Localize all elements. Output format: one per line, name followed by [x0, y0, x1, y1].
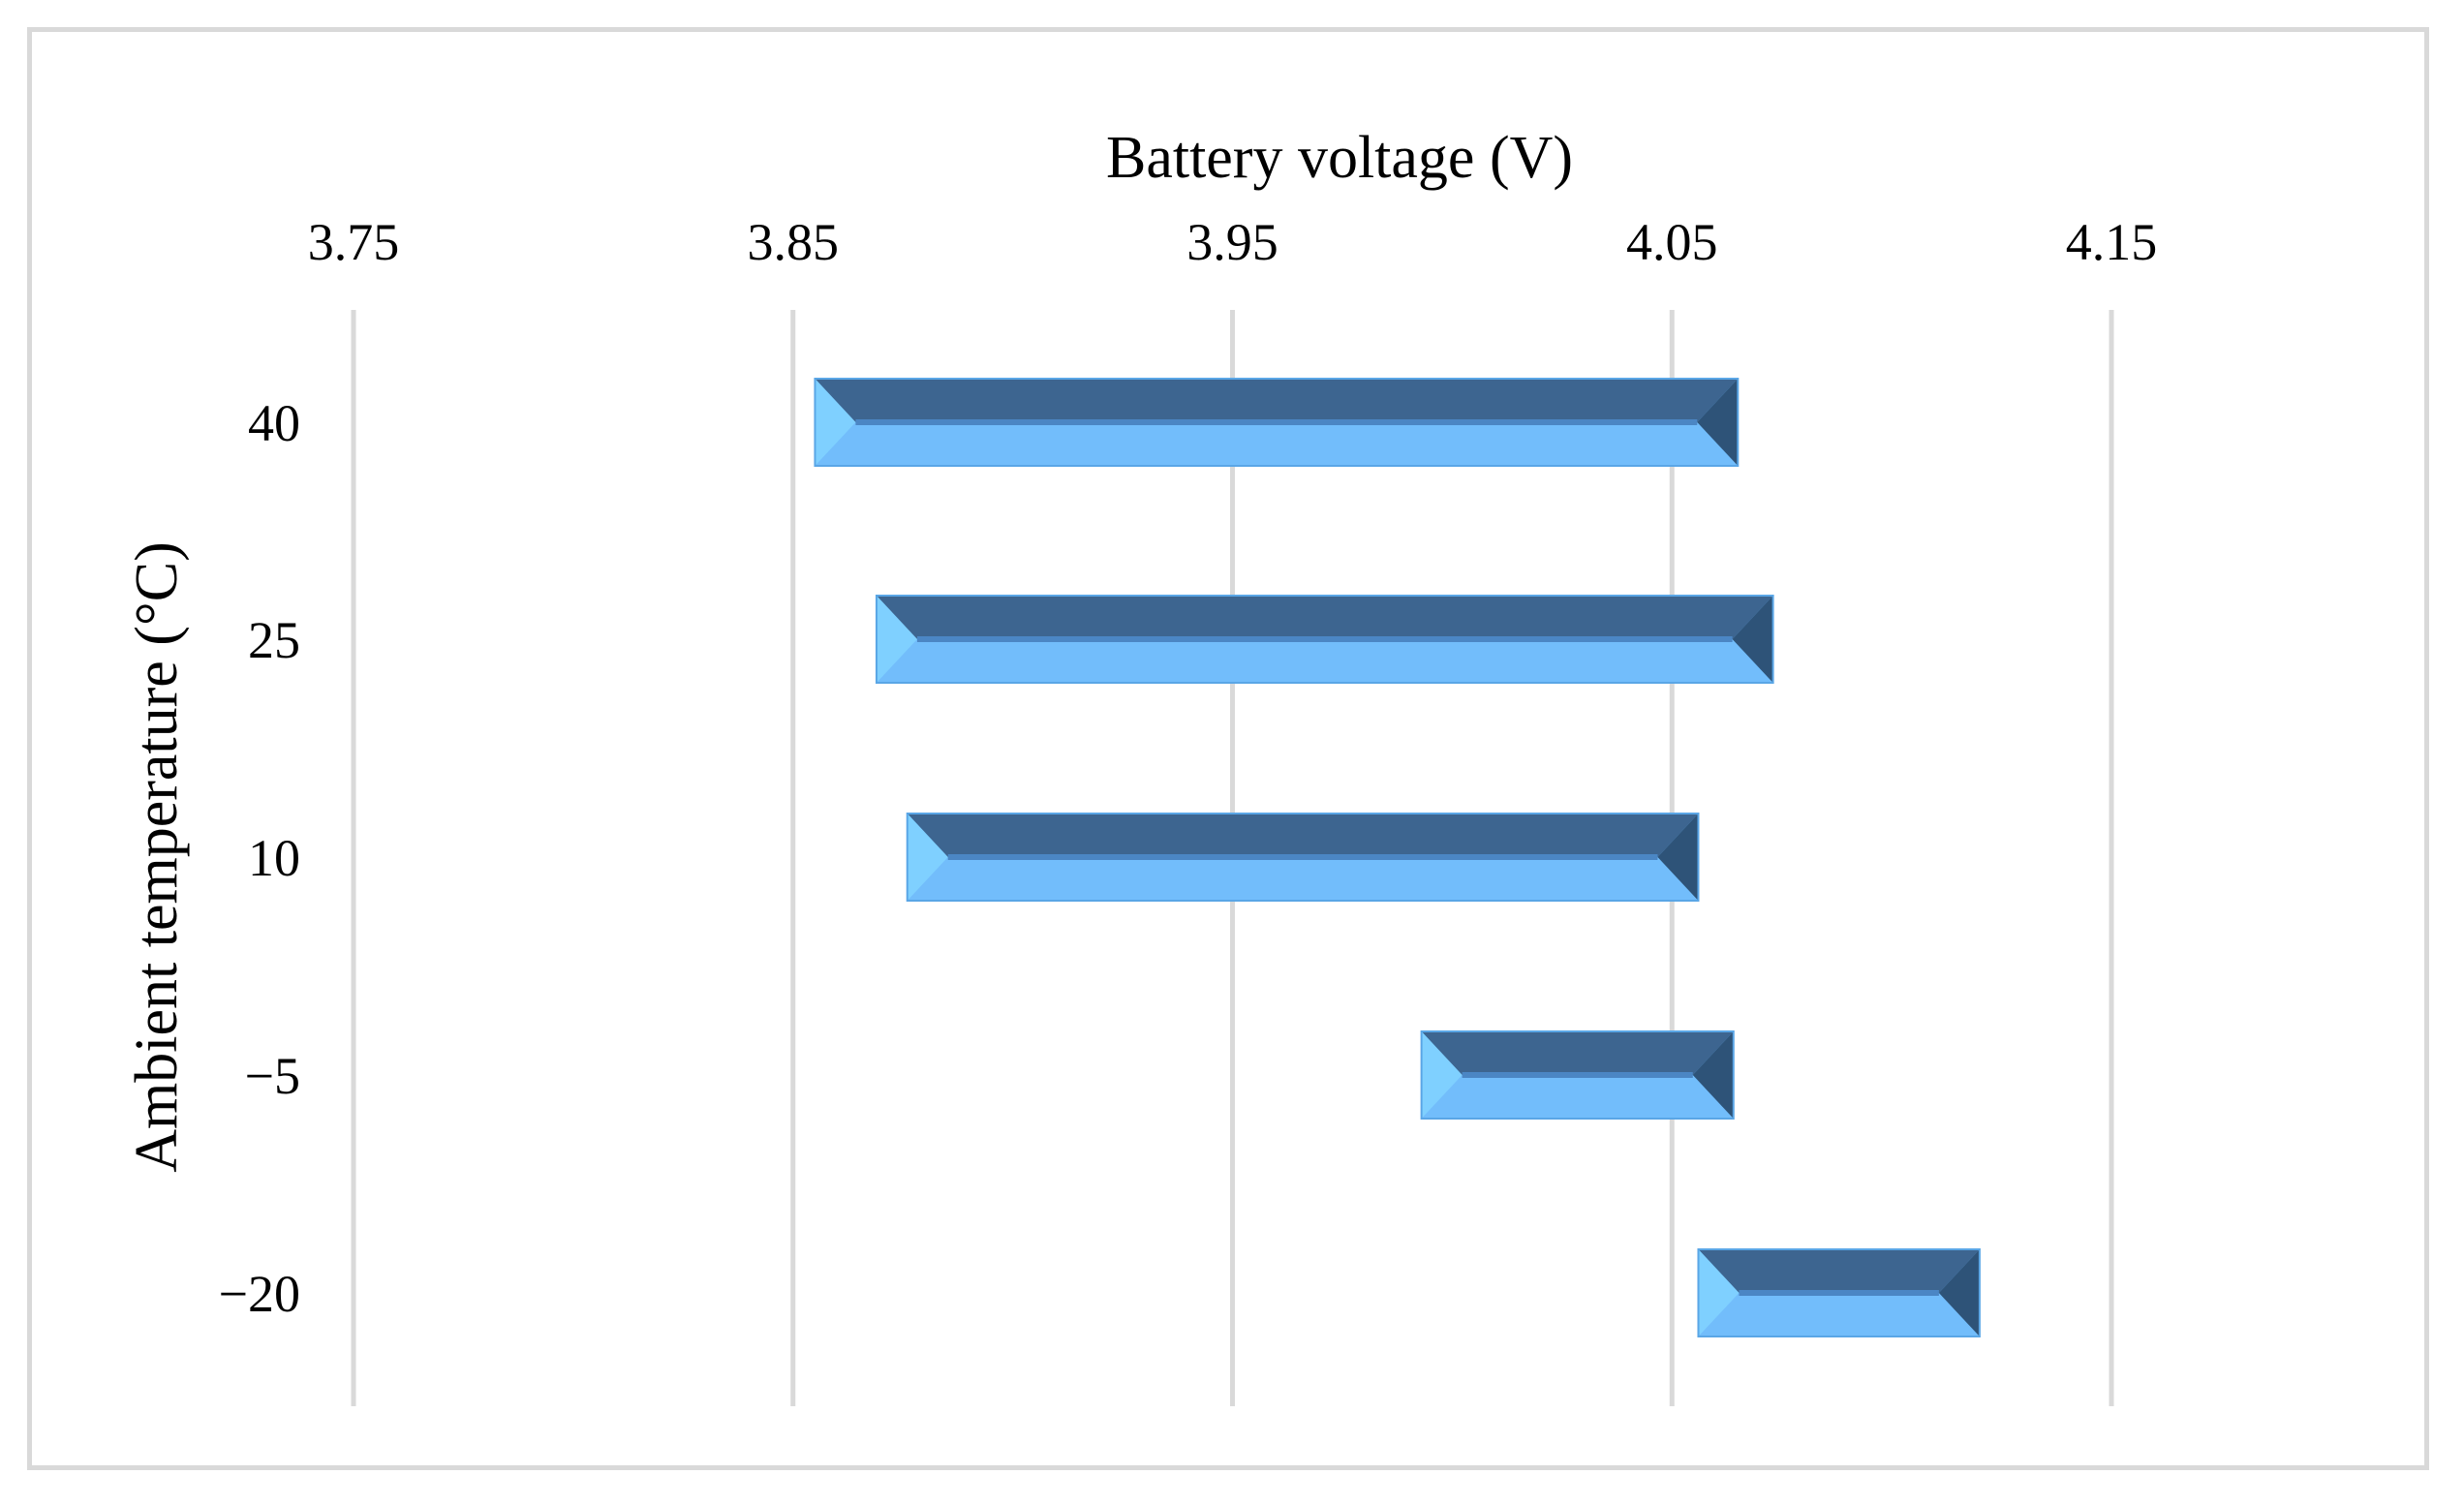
- x-tick-label-1: 3.85: [748, 213, 840, 271]
- x-tick-label-0: 3.75: [308, 213, 400, 271]
- y-tick-label-4: −20: [219, 1265, 300, 1323]
- x-axis-title: Battery voltage (V): [1106, 125, 1573, 191]
- chart-frame: [27, 27, 2429, 1470]
- bar-1: [875, 595, 1774, 684]
- y-tick-label-2: 10: [248, 829, 300, 887]
- bar-2: [906, 813, 1700, 902]
- x-tick-label-2: 3.95: [1186, 213, 1278, 271]
- y-tick-label-3: −5: [245, 1047, 300, 1105]
- x-tick-labels: 3.75 3.85 3.95 4.05 4.15: [308, 213, 2158, 271]
- y-tick-label-0: 40: [248, 394, 300, 452]
- bar-0: [814, 378, 1740, 467]
- x-tick-label-3: 4.05: [1626, 213, 1718, 271]
- bar-3: [1420, 1030, 1735, 1120]
- y-axis-title: Ambient temperature (°C): [124, 541, 190, 1172]
- bar-4: [1697, 1248, 1981, 1337]
- y-tick-labels: 40 25 10 −5 −20: [219, 394, 300, 1323]
- y-tick-label-1: 25: [248, 611, 300, 669]
- bars: [814, 378, 1981, 1337]
- x-tick-label-4: 4.15: [2066, 213, 2158, 271]
